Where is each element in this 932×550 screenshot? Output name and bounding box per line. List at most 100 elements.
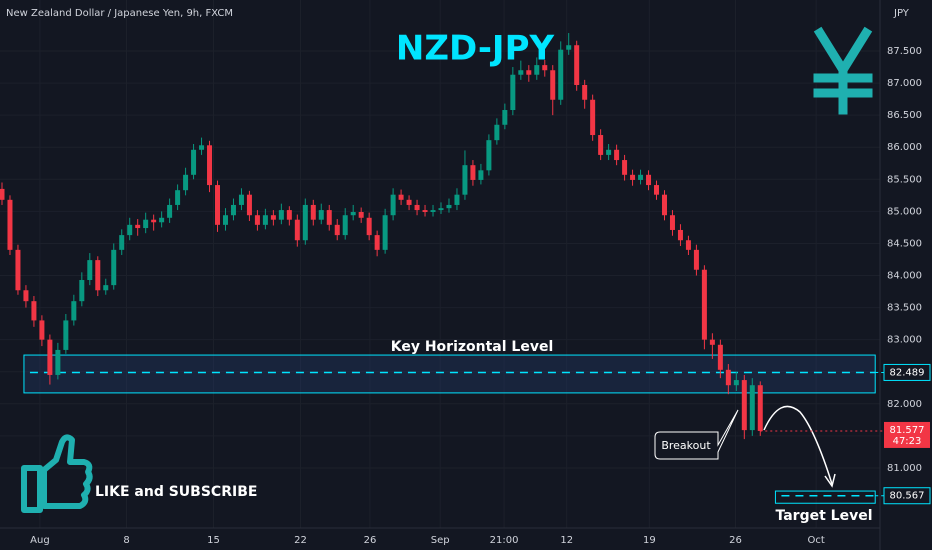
x-tick-label: 26 (364, 535, 377, 546)
candle-body (614, 149, 620, 161)
candle-body (582, 84, 588, 100)
candle-body (119, 235, 125, 250)
candle-body (294, 219, 300, 241)
candle-body (342, 215, 348, 236)
x-tick-label: 8 (123, 535, 129, 546)
candle-body (358, 212, 364, 218)
candle-body (398, 194, 404, 200)
candle-body (199, 145, 205, 150)
candle-body (598, 135, 604, 155)
candle-body (207, 145, 213, 186)
candle-body (606, 149, 612, 155)
candle-body (558, 49, 564, 100)
candle-body (230, 204, 236, 216)
candle-body (590, 99, 596, 136)
candle-body (222, 215, 228, 225)
candle-body (757, 385, 763, 431)
candle-body (278, 210, 284, 220)
candle-body (685, 240, 691, 250)
heading: NZD-JPY (396, 29, 555, 69)
y-tick-label: 87.000 (887, 78, 922, 89)
candle-body (334, 224, 340, 236)
x-tick-label: Oct (807, 535, 824, 546)
axis: 81.00081.50082.00082.50083.00083.50084.0… (30, 46, 931, 546)
candle-body (95, 260, 101, 291)
candle-body (438, 208, 444, 211)
level-badge (883, 363, 931, 381)
candle-body (510, 74, 516, 111)
candle-body (693, 249, 699, 270)
candle-body (709, 339, 715, 345)
candle-body (630, 174, 636, 180)
candle-body (446, 204, 452, 209)
y-tick-label: 83.500 (887, 303, 922, 314)
x-tick-label: 26 (729, 535, 742, 546)
candle-body (542, 65, 548, 71)
candle-body (733, 380, 739, 386)
candle-body (55, 349, 61, 375)
y-tick-label: 81.000 (887, 463, 922, 474)
candle-body (406, 199, 412, 205)
projection-arrow (763, 405, 833, 485)
candle-body (302, 204, 308, 241)
candle-body (622, 160, 628, 175)
candle-body (7, 199, 13, 250)
candle-body (725, 369, 731, 386)
y-tick-label: 85.500 (887, 174, 922, 185)
candle-body (63, 320, 69, 350)
candle-body (486, 140, 492, 171)
candle-body (87, 260, 93, 281)
candle-body (262, 215, 268, 225)
candle-body (430, 210, 436, 213)
x-tick-label: Aug (30, 535, 50, 546)
y-tick-label: 86.000 (887, 142, 922, 153)
candle-body (350, 212, 356, 216)
candle-body (741, 380, 747, 431)
y-tick-label: 85.000 (887, 206, 922, 217)
candle-body (478, 170, 484, 180)
candle-body (534, 65, 540, 75)
zone-label: Target Level (775, 508, 872, 524)
candle-body (111, 249, 117, 286)
level-label: 80.567 (890, 491, 925, 502)
candle-body (422, 210, 428, 213)
yen-icon (813, 26, 873, 115)
zone-label: Key Horizontal Level (391, 339, 554, 355)
zone (23, 354, 876, 394)
candle-body (270, 215, 276, 220)
candle-body (677, 229, 683, 241)
candle-body (646, 174, 652, 186)
candle-body (494, 124, 500, 141)
candle-body (390, 194, 396, 216)
y-tick-label: 87.500 (887, 46, 922, 57)
candle-body (669, 215, 675, 230)
candle-body (135, 224, 141, 229)
x-tick-label: 15 (207, 535, 220, 546)
candle-body (159, 217, 165, 223)
candle-body (318, 210, 324, 220)
candle-body (71, 301, 77, 321)
candle-body (47, 339, 53, 375)
candle-body (454, 194, 460, 205)
level-label: 82.489 (890, 367, 925, 378)
candle-body (310, 204, 316, 220)
candle-body (717, 344, 723, 370)
candle-body (382, 215, 388, 250)
candle-body (191, 149, 197, 175)
y-tick-label: 86.500 (887, 110, 922, 121)
x-tick-label: Sep (431, 535, 450, 546)
candle-body (749, 385, 755, 431)
candle-body (215, 185, 221, 225)
symbol-title: New Zealand Dollar / Japanese Yen, 9h, F… (6, 8, 233, 19)
candle-body (15, 249, 21, 291)
candle-body (414, 204, 420, 211)
x-tick-label: 12 (560, 535, 573, 546)
y-tick-label: 82.000 (887, 399, 922, 410)
y-tick-label: 84.000 (887, 271, 922, 282)
candle-body (246, 194, 252, 216)
candle-body (462, 165, 468, 195)
candle-body (23, 290, 29, 302)
grid (0, 0, 880, 528)
candle-body (518, 70, 524, 75)
